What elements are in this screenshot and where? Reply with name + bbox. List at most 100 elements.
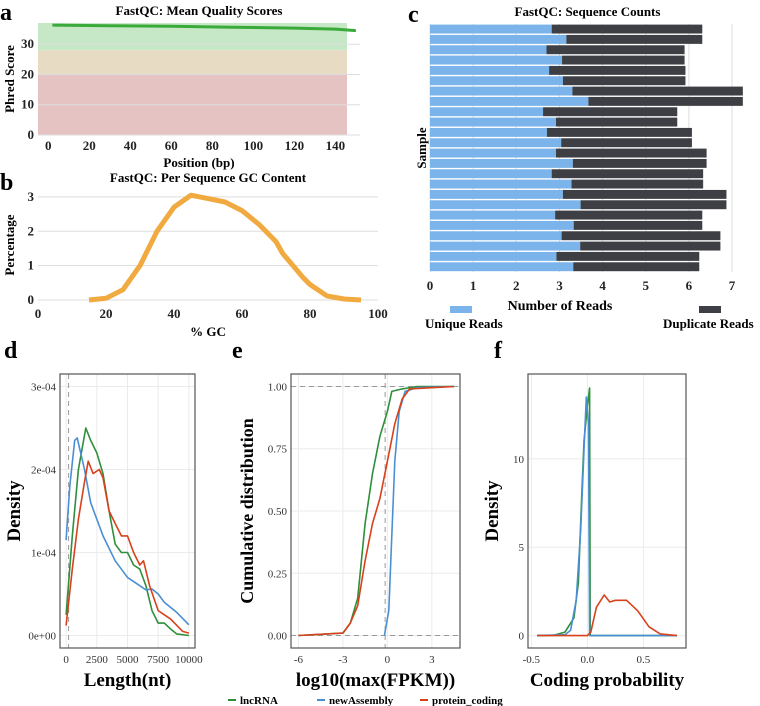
x-tick-label: 3 (556, 278, 563, 293)
bar-duplicate (561, 138, 692, 148)
bar-duplicate (588, 96, 743, 106)
x-tick-label: 80 (304, 306, 317, 321)
bar-duplicate (573, 220, 703, 230)
series-line-protein_coding (65, 460, 190, 634)
series-line-a (52, 23, 357, 33)
y-tick-label: 1 (28, 258, 35, 273)
bar-unique (430, 76, 563, 86)
chart-title: FastQC: Mean Quality Scores (116, 3, 283, 18)
bar-unique (430, 241, 581, 251)
x-tick-label: 80 (206, 138, 219, 153)
bar-unique (430, 200, 581, 210)
x-tick-label: 7500 (147, 654, 170, 666)
x-tick-label: -3 (338, 654, 348, 666)
legend-label-duplicate: Duplicate Reads (663, 316, 754, 331)
x-tick-label: 7 (729, 278, 736, 293)
bar-duplicate (556, 251, 700, 261)
bar-unique (430, 65, 550, 75)
bar-duplicate (543, 107, 678, 117)
x-tick-label: 40 (168, 306, 181, 321)
bar-duplicate (580, 241, 721, 251)
y-tick-label: 30 (21, 36, 34, 51)
x-axis-label: Length(nt) (84, 670, 172, 691)
y-axis-label: Sample (414, 127, 429, 168)
y-tick-label: 0 (28, 292, 35, 307)
y-axis-label: Density (482, 480, 503, 542)
y-tick-label: 10 (21, 97, 34, 112)
y-tick-label: 2e-04 (31, 464, 57, 476)
x-tick-label: 0 (385, 654, 391, 666)
bar-duplicate (572, 86, 743, 96)
bar-unique (430, 96, 589, 106)
x-tick-label: 0 (427, 278, 434, 293)
bar-duplicate (546, 127, 692, 137)
x-tick-label: 3 (429, 654, 435, 666)
x-tick-label: 0 (35, 306, 42, 321)
legend-label-unique: Unique Reads (425, 316, 503, 331)
x-tick-label: 6 (686, 278, 693, 293)
panel-label-b: b (0, 170, 13, 196)
panel-label-f: f (494, 338, 503, 364)
x-axis-label: Position (bp) (163, 155, 234, 170)
x-axis-label: % GC (190, 324, 226, 339)
x-axis-label: log10(max(FPKM)) (296, 670, 455, 691)
y-tick-label: 0.75 (268, 444, 288, 456)
x-tick-label: 0.0 (581, 654, 595, 666)
bar-unique (430, 86, 573, 96)
bar-unique (430, 220, 574, 230)
y-tick-label: 0.25 (268, 568, 288, 580)
x-tick-label: 5 (643, 278, 650, 293)
panel-label-e: e (232, 338, 243, 364)
legend-swatch-duplicate (699, 306, 721, 313)
bar-unique (430, 148, 556, 158)
x-tick-label: -6 (294, 654, 304, 666)
chart-title: FastQC: Sequence Counts (515, 4, 661, 19)
bar-unique (430, 231, 562, 241)
bar-duplicate (562, 55, 685, 65)
series-line-protein_coding (298, 385, 455, 637)
x-tick-label: 0.5 (637, 654, 651, 666)
x-tick-label: -0.5 (523, 654, 541, 666)
bar-unique (430, 24, 552, 34)
y-tick-label: 0.50 (268, 506, 288, 518)
x-tick-label: 40 (124, 138, 137, 153)
bar-unique (430, 34, 567, 44)
x-tick-label: 2500 (86, 654, 109, 666)
bar-duplicate (561, 231, 721, 241)
bar-duplicate (546, 45, 685, 55)
y-tick-label: 1.00 (268, 381, 288, 393)
x-tick-label: 100 (244, 138, 264, 153)
bar-unique (430, 45, 547, 55)
legend-swatch-unique (450, 306, 472, 313)
bar-unique (430, 127, 547, 137)
x-tick-label: 4 (599, 278, 606, 293)
y-tick-label: 0 (28, 127, 35, 142)
y-tick-label: 2 (28, 223, 35, 238)
x-tick-label: 20 (100, 306, 113, 321)
legend-label-newAssembly: newAssembly (329, 695, 394, 706)
y-tick-label: 20 (21, 66, 34, 81)
x-tick-label: 5000 (117, 654, 140, 666)
x-tick-label: 2 (513, 278, 520, 293)
y-tick-label: 5 (519, 542, 525, 554)
x-tick-label: 20 (83, 138, 96, 153)
x-tick-label: 60 (165, 138, 178, 153)
bar-unique (430, 251, 557, 261)
bar-duplicate (549, 65, 686, 75)
bar-unique (430, 55, 563, 65)
bar-duplicate (556, 148, 707, 158)
bar-duplicate (551, 169, 704, 179)
series-line-b (88, 192, 362, 303)
panel-label-c: c (408, 2, 419, 28)
x-tick-label: 140 (326, 138, 346, 153)
y-tick-label: 3e-04 (31, 381, 57, 393)
y-tick-label: 3 (28, 189, 35, 204)
series-line-lncRNA (65, 427, 190, 637)
bar-duplicate (566, 34, 703, 44)
plot-border (527, 373, 687, 649)
x-axis-label: Coding probability (530, 670, 685, 691)
bar-unique (430, 262, 574, 272)
legend-label-lncRNA: lncRNA (240, 695, 278, 706)
